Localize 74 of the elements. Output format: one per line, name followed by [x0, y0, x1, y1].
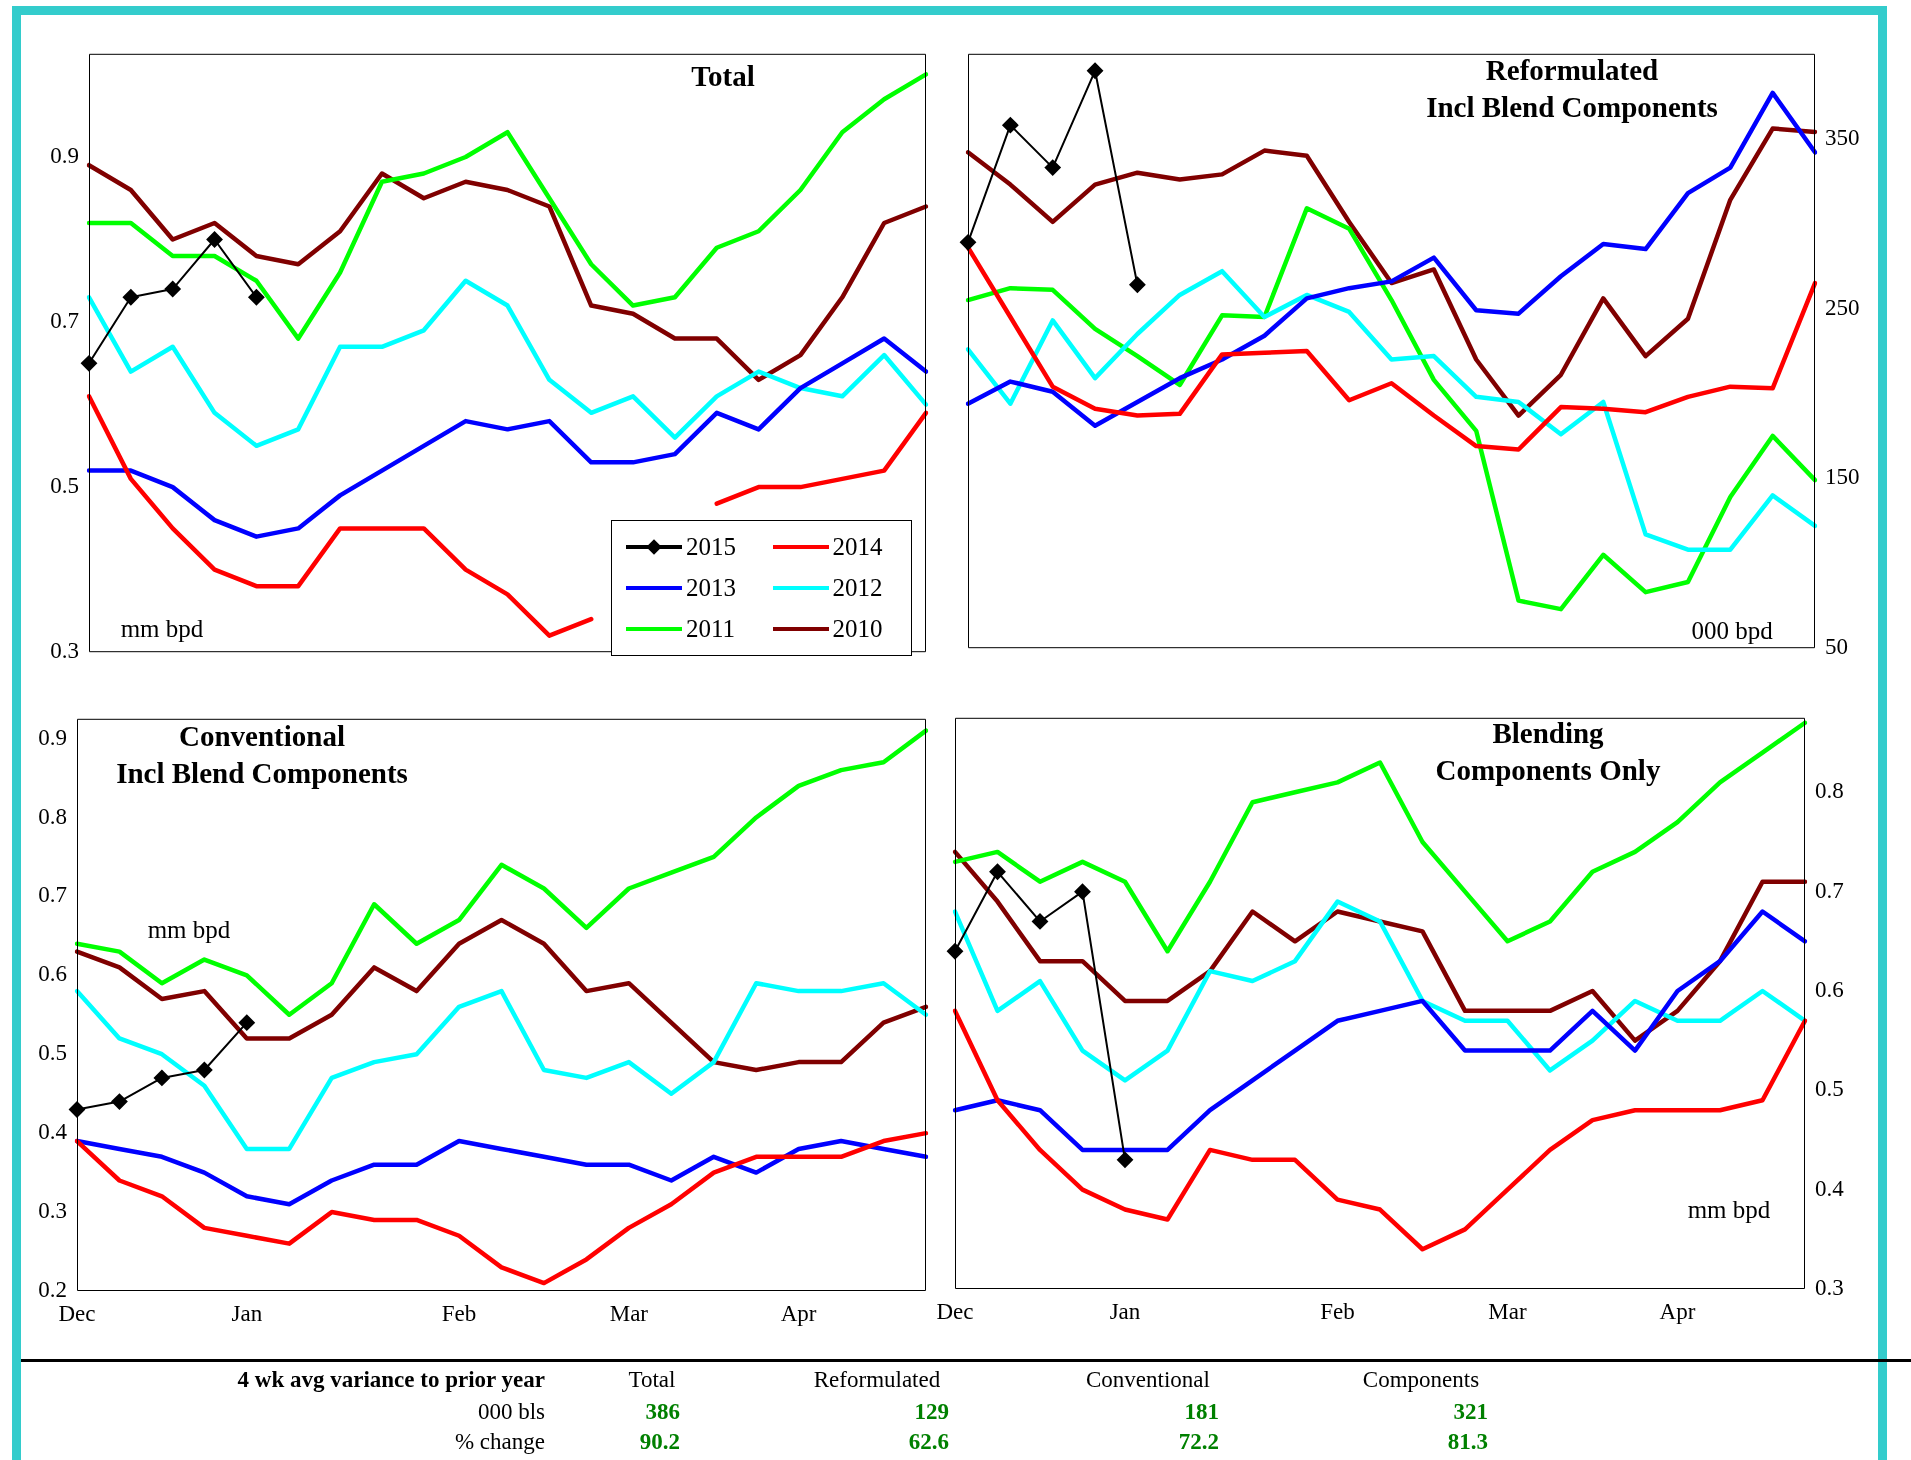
y-tick-label: 0.7 — [38, 882, 67, 908]
point — [947, 943, 963, 960]
point — [1087, 62, 1104, 79]
y-tick-label: 50 — [1825, 634, 1848, 660]
y-tick-label: 0.9 — [38, 724, 67, 750]
y-tick-label: 0.3 — [50, 638, 79, 664]
x-tick-label: Jan — [1109, 1298, 1141, 1324]
point — [1044, 159, 1061, 176]
legend-label: 2013 — [686, 573, 736, 602]
y-tick-label: 150 — [1825, 464, 1860, 490]
x-tick-label: Dec — [58, 1300, 96, 1326]
point — [960, 234, 976, 251]
point — [1117, 1151, 1133, 1168]
data-label: 129 — [914, 1399, 949, 1425]
text: 4 wk avg variance to prior year — [237, 1367, 545, 1393]
data-label: 386 — [645, 1399, 680, 1425]
point — [989, 863, 1006, 880]
point — [1032, 913, 1048, 930]
category-label: Total — [628, 1367, 676, 1393]
point — [1002, 117, 1019, 134]
y-axis-title: 000 bpd — [1691, 617, 1773, 645]
category-label: Components — [1362, 1367, 1480, 1393]
x-tick-label: Dec — [936, 1298, 974, 1324]
x-tick-label: Jan — [231, 1300, 263, 1326]
y-tick-label: 250 — [1825, 294, 1860, 320]
data-label: 181 — [1184, 1399, 1219, 1425]
point — [164, 281, 181, 298]
text: Reformulated Incl Blend Components — [1426, 53, 1718, 125]
legend-label: 2015 — [686, 532, 736, 561]
y-tick-label: 0.4 — [38, 1119, 68, 1145]
point — [248, 289, 265, 306]
y-tick-label: 350 — [1825, 124, 1860, 150]
x-tick-label: Mar — [609, 1300, 649, 1326]
point — [1129, 276, 1146, 293]
y-tick-label: 0.8 — [38, 803, 67, 829]
chart-title: Total — [691, 59, 755, 94]
legend-label: 2010 — [832, 615, 883, 644]
x-tick-label: Feb — [1320, 1298, 1355, 1324]
y-tick-label: 0.3 — [38, 1198, 67, 1224]
data-label: 81.3 — [1447, 1429, 1488, 1455]
x-tick-label: Apr — [780, 1300, 817, 1326]
point — [1074, 883, 1091, 900]
category-label: Conventional — [1086, 1367, 1210, 1393]
text: % change — [454, 1429, 545, 1455]
legend-label: 2012 — [832, 573, 883, 602]
point — [111, 1093, 128, 1110]
x-tick-label: Apr — [1659, 1298, 1696, 1324]
y-tick-label: 0.6 — [38, 961, 67, 987]
text: Blending Components Only — [1435, 716, 1661, 788]
y-tick-label: 0.5 — [38, 1040, 67, 1066]
point — [122, 289, 139, 306]
data-label: 321 — [1453, 1399, 1488, 1425]
category-label: Reformulated — [813, 1367, 941, 1393]
y-tick-label: 0.2 — [38, 1277, 67, 1303]
point — [238, 1014, 255, 1031]
y-tick-label: 0.9 — [50, 143, 79, 169]
x-tick-label: Feb — [441, 1300, 477, 1326]
data-label: 90.2 — [639, 1429, 680, 1455]
x-tick-label: Mar — [1488, 1298, 1527, 1324]
y-tick-label: 0.5 — [50, 473, 79, 499]
y-axis-title: mm bpd — [120, 615, 204, 643]
point — [206, 231, 223, 248]
point — [153, 1069, 170, 1086]
y2-axis-title: mm bpd — [1687, 1196, 1771, 1224]
point — [81, 355, 97, 372]
text: 000 bls — [477, 1399, 545, 1425]
y-axis-title: mm bpd — [147, 916, 231, 944]
legend-label: 2011 — [686, 615, 736, 644]
data-label: 62.6 — [908, 1429, 949, 1455]
data-label: 72.2 — [1178, 1429, 1219, 1455]
point — [196, 1062, 213, 1079]
y-tick-label: 0.7 — [50, 308, 79, 334]
text: Conventional Incl Blend Components — [116, 719, 408, 791]
legend-label: 2014 — [832, 532, 883, 561]
